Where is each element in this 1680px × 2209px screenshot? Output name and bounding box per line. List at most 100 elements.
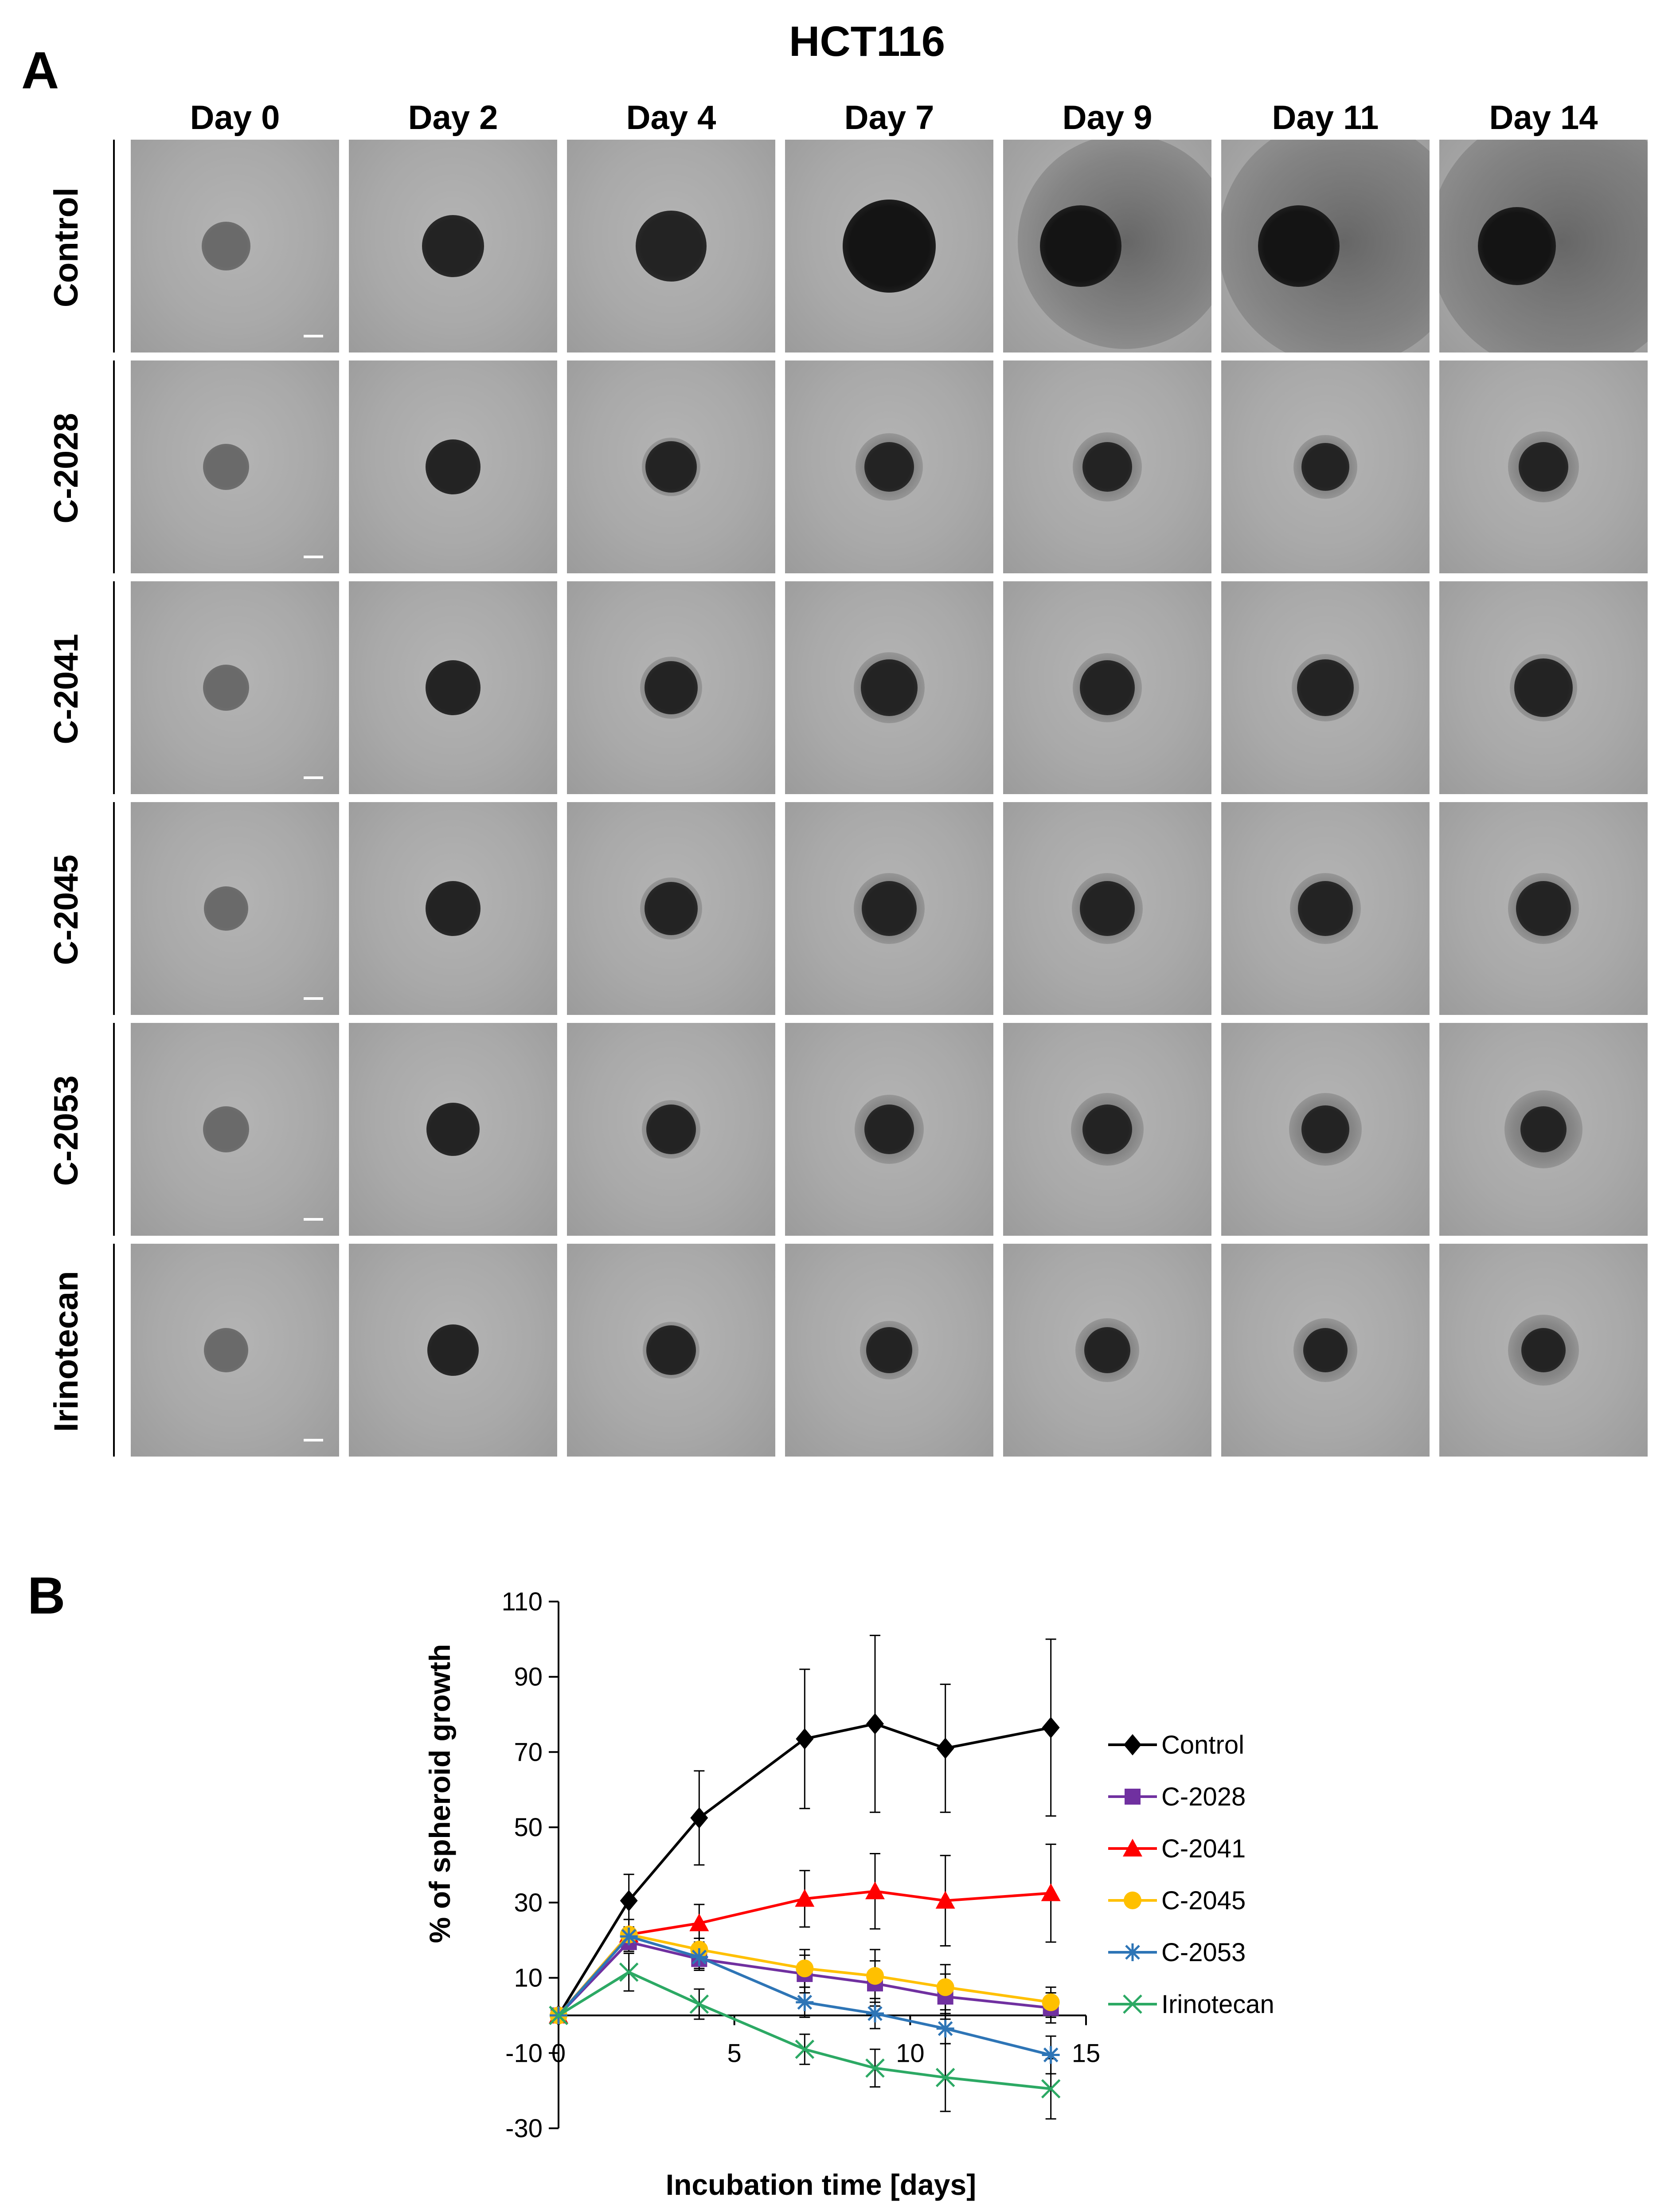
spheroid-image xyxy=(1221,802,1430,1015)
spheroid-image xyxy=(349,1023,557,1236)
data-point xyxy=(865,1881,885,1900)
spheroid xyxy=(646,1325,696,1375)
x-tick-label: 5 xyxy=(727,2039,742,2068)
data-point xyxy=(935,1891,955,1909)
spheroid xyxy=(1520,1106,1567,1152)
scale-bar xyxy=(304,556,323,558)
spheroid xyxy=(203,665,249,711)
spheroid-image xyxy=(567,1244,775,1457)
day-label: Day 0 xyxy=(190,99,280,137)
data-point xyxy=(689,1913,709,1931)
spheroid-image xyxy=(349,140,557,352)
legend-marker xyxy=(1124,1734,1141,1755)
spheroid xyxy=(1478,207,1556,285)
data-point xyxy=(690,1807,708,1829)
legend-label: C-2028 xyxy=(1161,1782,1246,1811)
spheroid xyxy=(1084,1327,1130,1373)
spheroid-image xyxy=(1439,360,1648,573)
spheroid-image xyxy=(1003,360,1211,573)
spheroid xyxy=(203,1106,249,1152)
spheroid-image xyxy=(1221,1023,1430,1236)
spheroid-image xyxy=(1003,1244,1211,1457)
spheroid xyxy=(1514,658,1573,717)
data-point xyxy=(619,1962,639,1982)
spheroid xyxy=(866,1327,912,1373)
spheroid xyxy=(426,660,481,715)
legend-marker xyxy=(1123,1994,1142,2014)
spheroid-image xyxy=(1221,1244,1430,1457)
row-rule xyxy=(113,802,115,1015)
data-point xyxy=(795,1889,815,1907)
spheroid xyxy=(843,200,936,293)
scale-bar xyxy=(304,335,323,337)
data-point xyxy=(866,1713,884,1735)
legend-label: Control xyxy=(1161,1731,1244,1759)
spheroid xyxy=(1519,442,1568,492)
data-point xyxy=(866,1967,884,1985)
spheroid xyxy=(1080,660,1135,715)
scale-bar xyxy=(304,776,323,779)
spheroid xyxy=(645,441,697,493)
data-point xyxy=(865,2058,885,2078)
y-tick-label: 50 xyxy=(514,1813,543,1842)
spheroid xyxy=(861,659,918,716)
spheroid-image xyxy=(785,360,993,573)
spheroid xyxy=(1303,1328,1348,1372)
x-axis-label: Incubation time [days] xyxy=(666,2168,976,2201)
x-tick-label: 15 xyxy=(1072,2039,1101,2068)
spheroid xyxy=(203,444,249,490)
y-tick-label: 30 xyxy=(514,1888,543,1917)
data-point xyxy=(936,1737,954,1759)
spheroid xyxy=(202,222,250,270)
spheroid-image xyxy=(567,140,775,352)
data-point xyxy=(796,1959,814,1978)
spheroid xyxy=(426,881,481,936)
y-tick-label: 110 xyxy=(502,1587,543,1616)
spheroid xyxy=(645,661,698,714)
spheroid-image xyxy=(349,581,557,794)
y-tick-label: 70 xyxy=(514,1738,543,1766)
spheroid-image xyxy=(131,1244,339,1457)
spheroid-image xyxy=(1003,802,1211,1015)
row-rule xyxy=(113,140,115,352)
spheroid-image xyxy=(1439,1023,1648,1236)
row-rule xyxy=(113,581,115,794)
spheroid-image xyxy=(1439,140,1648,352)
spheroid-image xyxy=(1003,1023,1211,1236)
spheroid-image xyxy=(349,360,557,573)
legend-label: C-2041 xyxy=(1161,1834,1246,1863)
day-label: Day 11 xyxy=(1272,99,1379,137)
x-tick-label: 0 xyxy=(551,2039,566,2068)
spheroid xyxy=(645,882,698,935)
spheroid xyxy=(426,439,481,494)
spheroid-image xyxy=(131,140,339,352)
spheroid xyxy=(1082,1104,1132,1154)
data-point xyxy=(866,2005,884,2023)
spheroid-image xyxy=(1003,581,1211,794)
row-rule xyxy=(113,360,115,573)
day-label: Day 7 xyxy=(844,99,934,137)
y-tick-label: 90 xyxy=(514,1663,543,1692)
spheroid-image xyxy=(1221,360,1430,573)
legend-marker xyxy=(1123,1839,1142,1856)
spheroid-image xyxy=(785,1244,993,1457)
data-point xyxy=(689,1994,709,2014)
spheroid xyxy=(1298,881,1353,936)
spheroid-image xyxy=(785,802,993,1015)
spheroid xyxy=(1297,659,1354,716)
spheroid xyxy=(1301,443,1349,491)
data-point xyxy=(936,1978,954,1996)
scale-bar xyxy=(304,997,323,1000)
data-point xyxy=(935,2068,955,2088)
y-axis-label: % of spheroid growth xyxy=(423,1644,456,1943)
data-point xyxy=(796,1728,814,1750)
data-point xyxy=(690,1948,708,1966)
scale-bar xyxy=(304,1218,323,1221)
spheroid xyxy=(1516,881,1571,936)
spheroid xyxy=(862,881,917,936)
data-point xyxy=(1041,2079,1061,2099)
spheroid-image xyxy=(785,581,993,794)
spheroid-image xyxy=(131,802,339,1015)
data-point xyxy=(1042,2046,1060,2064)
spheroid xyxy=(426,1103,480,1156)
